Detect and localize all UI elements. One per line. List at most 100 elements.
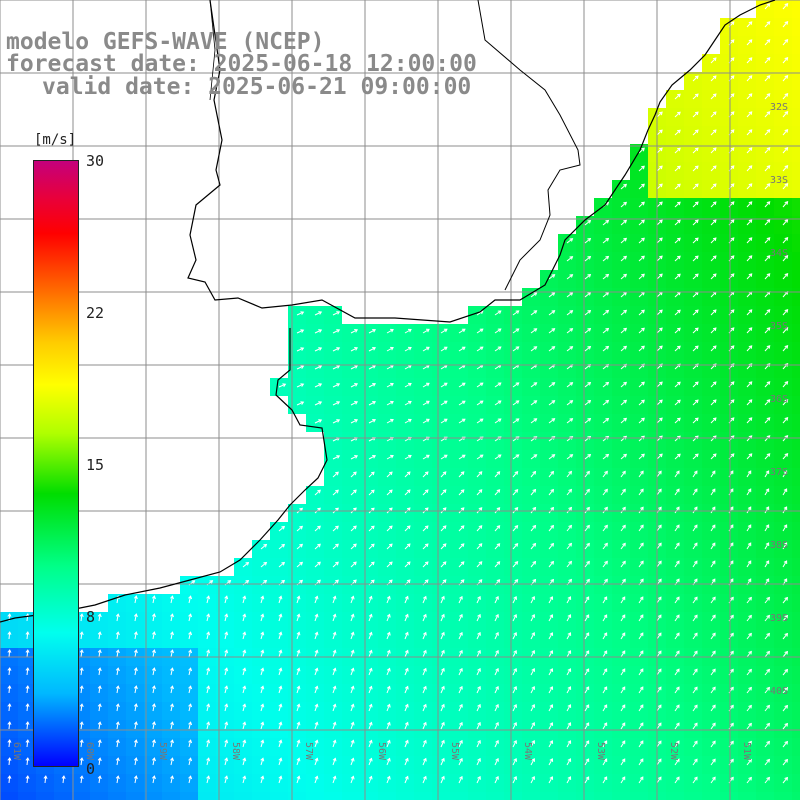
wind-arrow bbox=[224, 704, 228, 712]
wind-arrow bbox=[170, 632, 173, 640]
wind-arrow-head bbox=[242, 685, 247, 690]
wind-arrow bbox=[512, 507, 518, 514]
wind-arrow-head bbox=[278, 685, 283, 690]
wind-arrow bbox=[8, 757, 11, 766]
wind-arrow-head bbox=[621, 776, 626, 781]
wind-speed-cell bbox=[792, 720, 800, 738]
wind-arrow bbox=[80, 632, 83, 640]
wind-arrow bbox=[656, 435, 663, 442]
wind-arrow-head bbox=[278, 775, 283, 780]
wind-arrow-head bbox=[784, 758, 788, 763]
colorbar-unit: [m/s] bbox=[34, 132, 77, 148]
wind-arrow bbox=[80, 650, 83, 658]
wind-speed-cell bbox=[792, 108, 800, 126]
wind-arrow bbox=[242, 596, 246, 604]
wind-arrow-head bbox=[224, 685, 229, 690]
wind-arrow-head bbox=[784, 632, 788, 637]
wind-arrow-head bbox=[477, 703, 481, 708]
wind-arrow bbox=[764, 147, 771, 154]
wind-arrow-head bbox=[658, 542, 662, 547]
wind-speed-cell bbox=[792, 558, 800, 576]
wind-arrow-head bbox=[514, 524, 519, 529]
wind-arrow-head bbox=[676, 506, 680, 511]
wind-arrow-head bbox=[694, 183, 699, 188]
wind-arrow-head bbox=[335, 507, 339, 512]
wind-arrow bbox=[404, 758, 409, 766]
wind-arrow bbox=[368, 525, 375, 532]
wind-arrow-head bbox=[7, 757, 12, 761]
wind-arrow-head bbox=[390, 418, 394, 423]
wind-arrow-head bbox=[350, 613, 355, 618]
wind-speed-cell bbox=[792, 0, 800, 18]
wind-arrow bbox=[548, 543, 554, 550]
wind-arrow bbox=[404, 704, 409, 712]
wind-arrow-head bbox=[424, 525, 429, 530]
wind-arrow-head bbox=[314, 667, 319, 672]
wind-arrow-head bbox=[115, 703, 120, 708]
wind-arrow bbox=[620, 561, 626, 568]
wind-arrow-head bbox=[694, 381, 699, 386]
wind-arrow bbox=[476, 382, 484, 388]
wind-arrow bbox=[656, 345, 663, 352]
wind-arrow-head bbox=[479, 382, 484, 387]
wind-arrow-head bbox=[748, 614, 752, 619]
wind-arrow bbox=[548, 274, 555, 280]
wind-arrow-head bbox=[765, 488, 770, 493]
wind-speed-cell bbox=[468, 792, 486, 800]
wind-arrow bbox=[494, 346, 502, 352]
wind-speed-cell bbox=[702, 792, 720, 800]
wind-arrow bbox=[134, 632, 137, 640]
wind-speed-cell bbox=[126, 792, 144, 800]
wind-arrow bbox=[692, 381, 699, 388]
wind-arrow-head bbox=[766, 255, 771, 259]
longitude-label: 57W bbox=[303, 742, 314, 761]
wind-arrow-head bbox=[784, 92, 789, 97]
wind-arrow-head bbox=[406, 579, 411, 584]
wind-arrow-head bbox=[639, 722, 644, 727]
wind-arrow bbox=[746, 57, 753, 64]
wind-arrow bbox=[386, 596, 391, 604]
wind-arrow bbox=[476, 650, 481, 658]
wind-arrow-head bbox=[460, 525, 465, 529]
wind-speed-cell bbox=[792, 54, 800, 72]
wind-arrow-head bbox=[657, 776, 662, 781]
wind-arrow-head bbox=[79, 721, 84, 726]
wind-arrow bbox=[278, 562, 285, 568]
wind-arrow-head bbox=[712, 722, 716, 727]
wind-arrow-head bbox=[712, 237, 717, 242]
wind-arrow bbox=[566, 489, 572, 496]
wind-arrow-head bbox=[459, 613, 463, 618]
latitude-label: 32S bbox=[770, 102, 789, 113]
wind-arrow bbox=[494, 668, 499, 676]
longitude-label: 55W bbox=[449, 742, 460, 761]
wind-arrow-head bbox=[242, 703, 247, 708]
wind-arrow-head bbox=[730, 363, 735, 367]
wind-arrow-head bbox=[549, 722, 554, 726]
wind-arrow-head bbox=[97, 631, 102, 636]
wind-arrow bbox=[494, 758, 499, 766]
wind-arrow bbox=[764, 345, 771, 352]
wind-arrow bbox=[170, 614, 173, 622]
wind-arrow-head bbox=[459, 595, 463, 600]
wind-arrow-head bbox=[623, 183, 628, 188]
wind-arrow bbox=[476, 776, 481, 784]
wind-arrow-head bbox=[533, 292, 538, 296]
wind-arrow-head bbox=[747, 506, 752, 511]
wind-arrow-head bbox=[657, 668, 662, 673]
wind-arrow-head bbox=[318, 401, 323, 405]
wind-arrow-head bbox=[568, 506, 573, 511]
wind-arrow-head bbox=[314, 631, 319, 636]
wind-arrow bbox=[458, 650, 463, 658]
wind-arrow-head bbox=[497, 310, 502, 314]
wind-arrow bbox=[548, 758, 553, 766]
wind-arrow bbox=[692, 687, 698, 694]
wind-arrow-head bbox=[640, 560, 644, 565]
wind-arrow-head bbox=[478, 543, 483, 547]
wind-arrow-head bbox=[133, 721, 138, 726]
wind-arrow bbox=[260, 722, 264, 730]
wind-arrow-head bbox=[604, 470, 608, 475]
wind-arrow bbox=[494, 686, 499, 694]
wind-arrow-head bbox=[712, 632, 716, 637]
wind-arrow-head bbox=[299, 561, 304, 566]
wind-arrow bbox=[764, 597, 770, 604]
